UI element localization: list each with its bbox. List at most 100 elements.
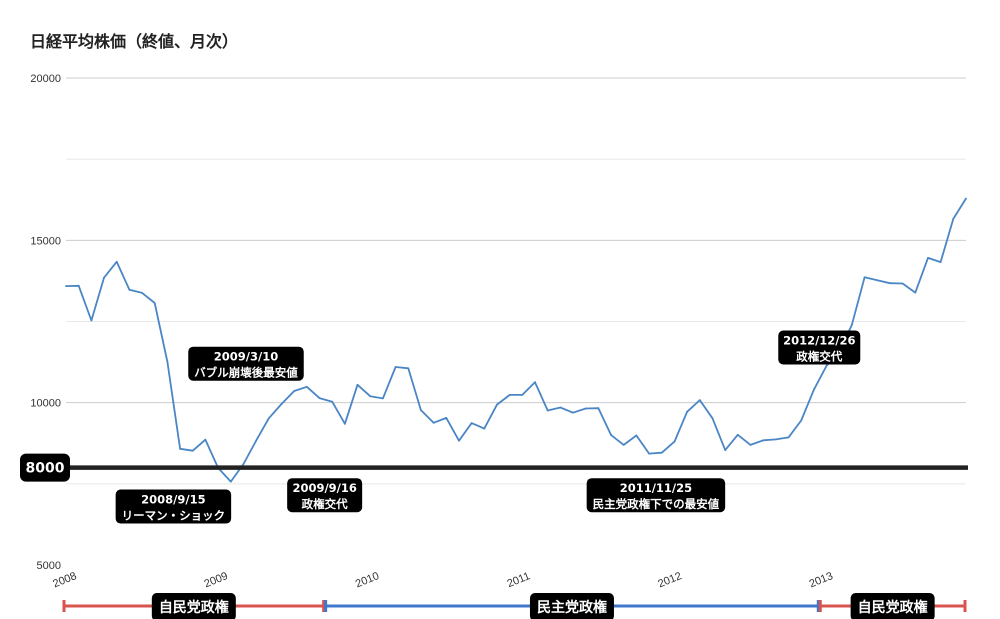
x-tick-label: 2013 [808,570,835,590]
data-point [711,417,714,420]
annotation-label: バブル崩壊後最安値 [194,366,298,380]
data-point [356,383,359,386]
annotation-label: 2009/3/10 [214,350,278,364]
data-point [546,409,549,412]
grid [66,77,966,485]
data-point [521,394,524,396]
data-point [369,395,372,398]
data-point [762,439,765,442]
data-point [115,260,118,263]
data-point [229,480,232,483]
series-group [65,197,967,483]
data-point [724,449,727,451]
data-point [128,288,131,291]
annotation-label: 政権交代 [302,497,348,511]
data-point [77,284,80,287]
x-tick-label: 2009 [203,570,230,590]
data-point [420,409,422,411]
annotation: 2009/9/16 政権交代 [287,478,363,513]
data-point [851,323,853,326]
data-point [901,282,904,285]
data-point [103,276,105,279]
data-point [736,433,739,436]
data-point [141,292,144,294]
annotation-label: 2008/9/15 [141,493,205,507]
y-tick-label: 15000 [30,235,61,247]
y-axis: 5000 10000 15000 20000 [30,73,61,572]
annotation-label: 2012/12/26 [783,333,855,347]
data-point [496,403,498,406]
data-point [331,400,334,403]
era-label: 民主党政権 [537,599,607,616]
annotation-label: 政権交代 [796,349,842,363]
data-point [660,451,663,454]
annotation-box [115,489,232,524]
data-point [483,427,486,430]
annotation: 2011/11/25 民主党政権下での最安値 [586,478,726,513]
data-point [166,360,169,363]
data-point [622,444,625,446]
data-point [470,422,473,424]
data-point [863,276,866,279]
data-point [584,407,587,410]
data-point [204,438,207,441]
data-point [534,381,536,384]
annotation-label: 2011/11/25 [620,481,692,495]
reference-label: 8000 [26,461,65,477]
x-tick-label: 2010 [354,570,381,590]
era-label-box [529,593,614,619]
annotation-box [778,330,861,365]
data-point [635,434,638,437]
x-tick-label: 2012 [656,570,683,590]
data-point [344,422,346,425]
chart-title: 日経平均株価（終値、月次） [30,32,238,51]
data-point [280,403,283,405]
data-point [191,449,194,452]
x-axis: 2008 2009 2010 2011 2012 2013 [51,570,834,590]
era-label: 自民党政権 [858,599,928,616]
data-point [242,463,245,465]
y-tick-label: 5000 [37,560,61,572]
annotation-box [287,478,363,513]
data-point [559,406,562,409]
y-tick-label: 20000 [30,73,61,85]
era-label-box [850,593,935,619]
annotation-label: 2009/9/16 [292,481,356,495]
data-point [673,440,676,443]
data-point [927,257,929,259]
data-point [255,439,257,442]
annotation-label: 民主党政権下での最安値 [593,497,720,511]
annotation-box [586,478,726,513]
data-point [293,390,296,392]
annotation: 2009/3/10 バブル崩壊後最安値 [188,346,304,381]
data-point [889,282,891,285]
data-point [648,452,650,455]
data-point [458,439,460,442]
data-point [952,218,955,220]
data-point [610,434,612,436]
data-point [800,419,803,422]
data-point [825,364,828,367]
data-point [382,397,384,400]
data-point [179,447,182,450]
data-point [965,197,967,200]
data-point [914,291,917,294]
data-point [90,319,93,322]
data-point [445,417,448,419]
data-point [394,366,397,368]
data-point [508,394,511,396]
era-label-box [151,593,236,619]
annotation-box [188,346,304,381]
data-point [65,285,67,287]
data-point [407,367,410,370]
x-tick-label: 2008 [51,570,78,590]
data-point [749,444,752,446]
data-point [432,421,435,424]
reference-label-box [20,453,70,482]
data-point [597,407,600,410]
annotation: 2008/9/15 リーマン・ショック [115,489,232,524]
data-point [686,410,688,413]
data-point [267,417,270,420]
data-point [318,397,321,399]
